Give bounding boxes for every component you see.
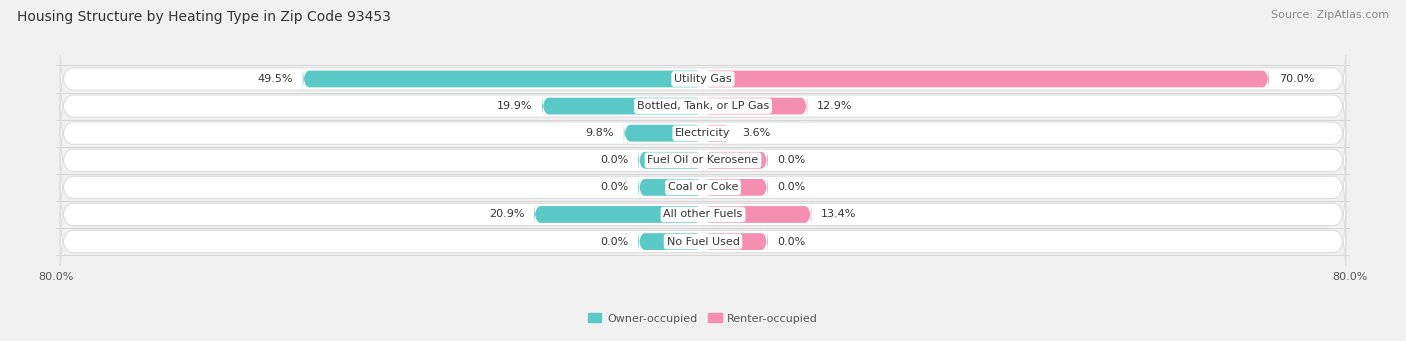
Text: 70.0%: 70.0% <box>1278 74 1315 84</box>
FancyBboxPatch shape <box>302 66 703 92</box>
Text: Coal or Coke: Coal or Coke <box>668 182 738 192</box>
FancyBboxPatch shape <box>703 228 768 255</box>
Text: 0.0%: 0.0% <box>778 182 806 192</box>
FancyBboxPatch shape <box>60 104 1346 163</box>
FancyBboxPatch shape <box>638 147 703 174</box>
FancyBboxPatch shape <box>703 174 768 201</box>
Text: No Fuel Used: No Fuel Used <box>666 237 740 247</box>
Text: Fuel Oil or Kerosene: Fuel Oil or Kerosene <box>647 155 759 165</box>
FancyBboxPatch shape <box>703 66 1268 92</box>
Text: All other Fuels: All other Fuels <box>664 209 742 220</box>
FancyBboxPatch shape <box>60 49 1346 108</box>
Legend: Owner-occupied, Renter-occupied: Owner-occupied, Renter-occupied <box>583 309 823 328</box>
FancyBboxPatch shape <box>703 147 768 174</box>
Text: 20.9%: 20.9% <box>489 209 524 220</box>
FancyBboxPatch shape <box>703 93 807 119</box>
FancyBboxPatch shape <box>60 76 1346 136</box>
Text: 19.9%: 19.9% <box>496 101 533 111</box>
FancyBboxPatch shape <box>534 201 703 228</box>
FancyBboxPatch shape <box>60 185 1346 244</box>
Text: Source: ZipAtlas.com: Source: ZipAtlas.com <box>1271 10 1389 20</box>
Text: 0.0%: 0.0% <box>778 155 806 165</box>
Text: Bottled, Tank, or LP Gas: Bottled, Tank, or LP Gas <box>637 101 769 111</box>
Text: 0.0%: 0.0% <box>600 182 628 192</box>
Text: Housing Structure by Heating Type in Zip Code 93453: Housing Structure by Heating Type in Zip… <box>17 10 391 24</box>
FancyBboxPatch shape <box>60 131 1346 190</box>
Text: 0.0%: 0.0% <box>778 237 806 247</box>
Text: 13.4%: 13.4% <box>821 209 856 220</box>
Text: 12.9%: 12.9% <box>817 101 852 111</box>
FancyBboxPatch shape <box>624 120 703 146</box>
FancyBboxPatch shape <box>703 120 733 146</box>
FancyBboxPatch shape <box>638 174 703 201</box>
FancyBboxPatch shape <box>543 93 703 119</box>
Text: 0.0%: 0.0% <box>600 155 628 165</box>
Text: Electricity: Electricity <box>675 128 731 138</box>
Text: 0.0%: 0.0% <box>600 237 628 247</box>
FancyBboxPatch shape <box>638 228 703 255</box>
FancyBboxPatch shape <box>703 201 811 228</box>
Text: 3.6%: 3.6% <box>742 128 770 138</box>
FancyBboxPatch shape <box>60 158 1346 217</box>
FancyBboxPatch shape <box>60 212 1346 271</box>
Text: 9.8%: 9.8% <box>585 128 614 138</box>
Text: 49.5%: 49.5% <box>257 74 292 84</box>
Text: Utility Gas: Utility Gas <box>675 74 731 84</box>
